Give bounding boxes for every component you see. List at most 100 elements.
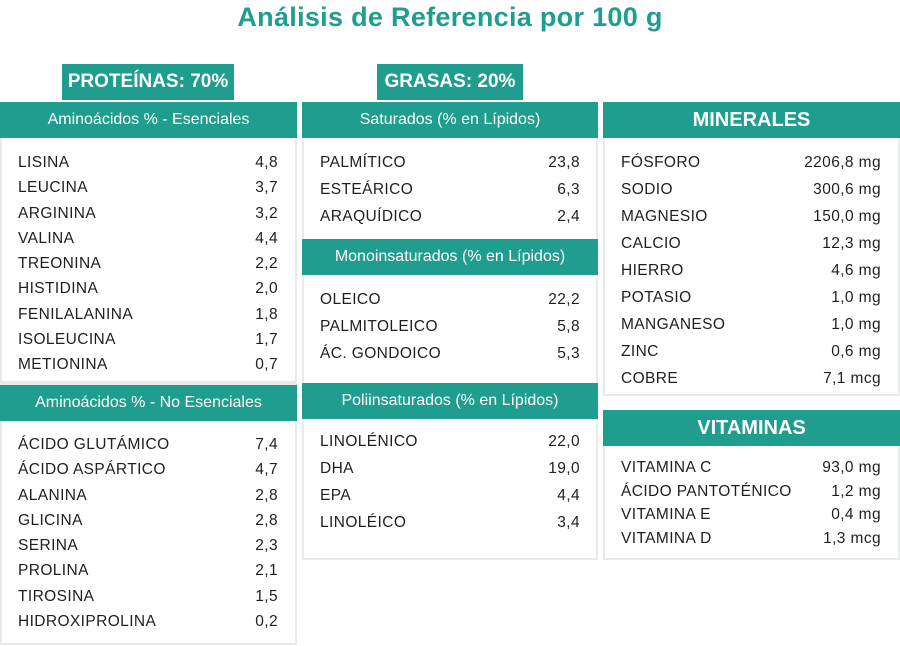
amino-no-esenciales-list: ÁCIDO GLUTÁMICO 7,4 ÁCIDO ASPÁRTICO 4,7 ALAN… [18,436,278,638]
list-item: ÁCIDO GLUTÁMICO 7,4 [18,436,278,461]
item-value: 7,1 mcg [823,370,881,387]
list-item: ARAQUÍDICO 2,4 [320,208,580,235]
item-name: PALMITOLEICO [320,318,438,335]
item-value: 22,2 [548,291,580,308]
item-value: 300,6 mg [813,181,881,198]
item-value: 2,4 [557,208,580,225]
item-name: LISINA [18,154,70,171]
item-name: MANGANESO [621,316,726,333]
item-value: 5,3 [557,345,580,362]
item-value: 2,0 [255,280,278,298]
poliinsaturados-list: LINOLÉNICO 22,0 DHA 19,0 EPA 4,4 LINOLÉICO 3,4 [320,433,580,541]
item-name: TREONINA [18,255,102,273]
item-name: COBRE [621,370,679,387]
list-item: ÁCIDO ASPÁRTICO 4,7 [18,461,278,486]
item-value: 22,0 [548,433,580,450]
list-item: COBRE 7,1 mcg [621,370,881,397]
item-value: 3,4 [557,514,580,531]
item-value: 150,0 mg [813,208,881,225]
item-value: 4,4 [255,229,278,247]
list-item: POTASIO 1,0 mg [621,289,881,316]
list-item: SODIO 300,6 mg [621,181,881,208]
minerales-heading: MINERALES [603,102,900,138]
list-item: METIONINA 0,7 [18,356,278,381]
item-value: 5,8 [557,318,580,335]
list-item: HISTIDINA 2,0 [18,280,278,305]
grasas-panel [302,102,598,560]
list-item: PROLINA 2,1 [18,562,278,587]
list-item: ALANINA 2,8 [18,487,278,512]
item-value: 0,7 [255,356,278,374]
item-value: 93,0 mg [822,459,881,476]
item-name: OLEICO [320,291,381,308]
saturados-list: PALMÍTICO 23,8 ESTEÁRICO 6,3 ARAQUÍDICO 2,4 [320,154,580,235]
list-item: EPA 4,4 [320,487,580,514]
tab-proteinas: PROTEÍNAS: 70% [62,64,234,100]
item-name: HIDROXIPROLINA [18,613,157,631]
list-item: HIDROXIPROLINA 0,2 [18,613,278,638]
list-item: FÓSFORO 2206,8 mg [621,154,881,181]
item-name: ALANINA [18,486,88,504]
item-name: FENILALANINA [18,305,134,323]
vitaminas-list: VITAMINA C 93,0 mg ÁCIDO PANTOTÉNICO 1,2 mg… [621,459,881,554]
item-value: 4,8 [255,154,278,171]
list-item: VITAMINA C 93,0 mg [621,459,881,483]
item-name: METIONINA [18,356,108,374]
item-name: PALMÍTICO [320,154,406,171]
item-name: FÓSFORO [621,154,701,171]
item-name: VITAMINA D [621,530,712,548]
tab-grasas: GRASAS: 20% [377,64,523,100]
list-item: FENILALANINA 1,8 [18,306,278,331]
item-name: SERINA [18,537,79,555]
item-value: 3,2 [255,204,278,222]
amino-esenciales-heading: Aminoácidos % - Esenciales [0,102,297,138]
list-item: ÁC. GONDOICO 5,3 [320,345,580,372]
list-item: DHA 19,0 [320,460,580,487]
item-name: ÁC. GONDOICO [320,345,442,362]
list-item: MANGANESO 1,0 mg [621,316,881,343]
item-name: ARGININA [18,204,97,222]
item-name: DHA [320,460,354,477]
list-item: ISOLEUCINA 1,7 [18,331,278,356]
item-value: 7,4 [255,436,278,453]
minerales-panel [603,102,900,396]
amino-no-esenciales-heading: Aminoácidos % - No Esenciales [0,385,297,421]
list-item: OLEICO 22,2 [320,291,580,318]
saturados-heading: Saturados (% en Lípidos) [302,102,598,138]
item-name: VITAMINA E [621,506,711,524]
item-name: PROLINA [18,562,89,580]
item-value: 23,8 [548,154,580,171]
item-value: 0,6 mg [831,343,881,360]
list-item: CALCIO 12,3 mg [621,235,881,262]
item-name: CALCIO [621,235,682,252]
item-value: 3,7 [255,179,278,197]
item-name: EPA [320,487,352,504]
list-item: GLICINA 2,8 [18,512,278,537]
item-name: LEUCINA [18,179,88,197]
item-name: SODIO [621,181,673,198]
item-name: VITAMINA C [621,459,712,476]
list-item: VITAMINA E 0,4 mg [621,506,881,530]
amino-esenciales-panel [0,102,297,383]
item-value: 0,2 [255,613,278,631]
item-name: ESTEÁRICO [320,181,414,198]
item-value: 1,0 mg [831,316,881,333]
page-title: Análisis de Referencia por 100 g [237,2,663,32]
item-value: 2,8 [255,511,278,529]
item-name: ÁCIDO PANTOTÉNICO [621,482,792,500]
item-name: ISOLEUCINA [18,331,116,349]
item-value: 2,8 [255,486,278,504]
poliinsaturados-heading: Poliinsaturados (% en Lípidos) [302,383,598,419]
list-item: PALMÍTICO 23,8 [320,154,580,181]
item-value: 2,2 [255,255,278,273]
list-item: LEUCINA 3,7 [18,179,278,204]
list-item: VALINA 4,4 [18,230,278,255]
item-value: 6,3 [557,181,580,198]
item-value: 2206,8 mg [804,154,881,171]
item-value: 1,2 mg [831,482,881,500]
list-item: LINOLÉNICO 22,0 [320,433,580,460]
amino-esenciales-list: LISINA 4,8 LEUCINA 3,7 ARGININA 3,2 VALINA 4,4 T… [18,154,278,382]
item-value: 1,3 mcg [823,530,881,548]
list-item: ARGININA 3,2 [18,205,278,230]
item-name: ÁCIDO ASPÁRTICO [18,461,166,479]
